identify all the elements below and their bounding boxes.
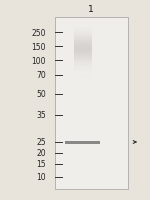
Bar [55, 18, 128, 189]
Bar [74, 29, 92, 30]
Text: 25: 25 [36, 138, 46, 147]
Bar [74, 51, 92, 52]
Bar [74, 64, 92, 65]
Bar [74, 60, 92, 61]
Bar [74, 56, 92, 58]
Bar [74, 36, 92, 37]
Bar [74, 46, 92, 47]
Bar [74, 38, 92, 40]
Bar [74, 34, 92, 36]
Text: 250: 250 [32, 28, 46, 37]
Bar [74, 45, 92, 46]
Bar [74, 40, 92, 41]
Bar [74, 71, 92, 72]
Bar [74, 28, 92, 29]
Bar [74, 32, 92, 33]
Bar [74, 61, 92, 63]
Text: 50: 50 [36, 90, 46, 99]
Bar [74, 52, 92, 54]
Bar [74, 30, 92, 32]
Bar [74, 73, 92, 74]
Bar [74, 78, 92, 80]
Bar [74, 76, 92, 77]
Bar [74, 65, 92, 67]
Bar [74, 63, 92, 64]
Bar [74, 68, 92, 69]
Bar [74, 50, 92, 51]
Bar [74, 47, 92, 49]
Bar [74, 74, 92, 76]
Bar [74, 59, 92, 60]
Bar [74, 54, 92, 55]
Text: 35: 35 [36, 111, 46, 120]
Bar [74, 37, 92, 38]
Text: 1: 1 [88, 5, 94, 14]
Text: 100: 100 [32, 56, 46, 65]
Bar [74, 58, 92, 59]
Text: 10: 10 [36, 173, 46, 182]
Bar [74, 33, 92, 34]
Bar [74, 43, 92, 45]
Text: 15: 15 [36, 160, 46, 169]
Text: 150: 150 [32, 42, 46, 51]
Bar [74, 49, 92, 50]
Text: 20: 20 [36, 149, 46, 158]
Bar [74, 42, 92, 43]
Bar [74, 72, 92, 73]
Bar [74, 69, 92, 71]
Bar [74, 67, 92, 68]
Text: 70: 70 [36, 71, 46, 80]
Bar [65, 141, 100, 144]
Bar [74, 77, 92, 78]
Bar [74, 41, 92, 42]
Bar [74, 55, 92, 56]
